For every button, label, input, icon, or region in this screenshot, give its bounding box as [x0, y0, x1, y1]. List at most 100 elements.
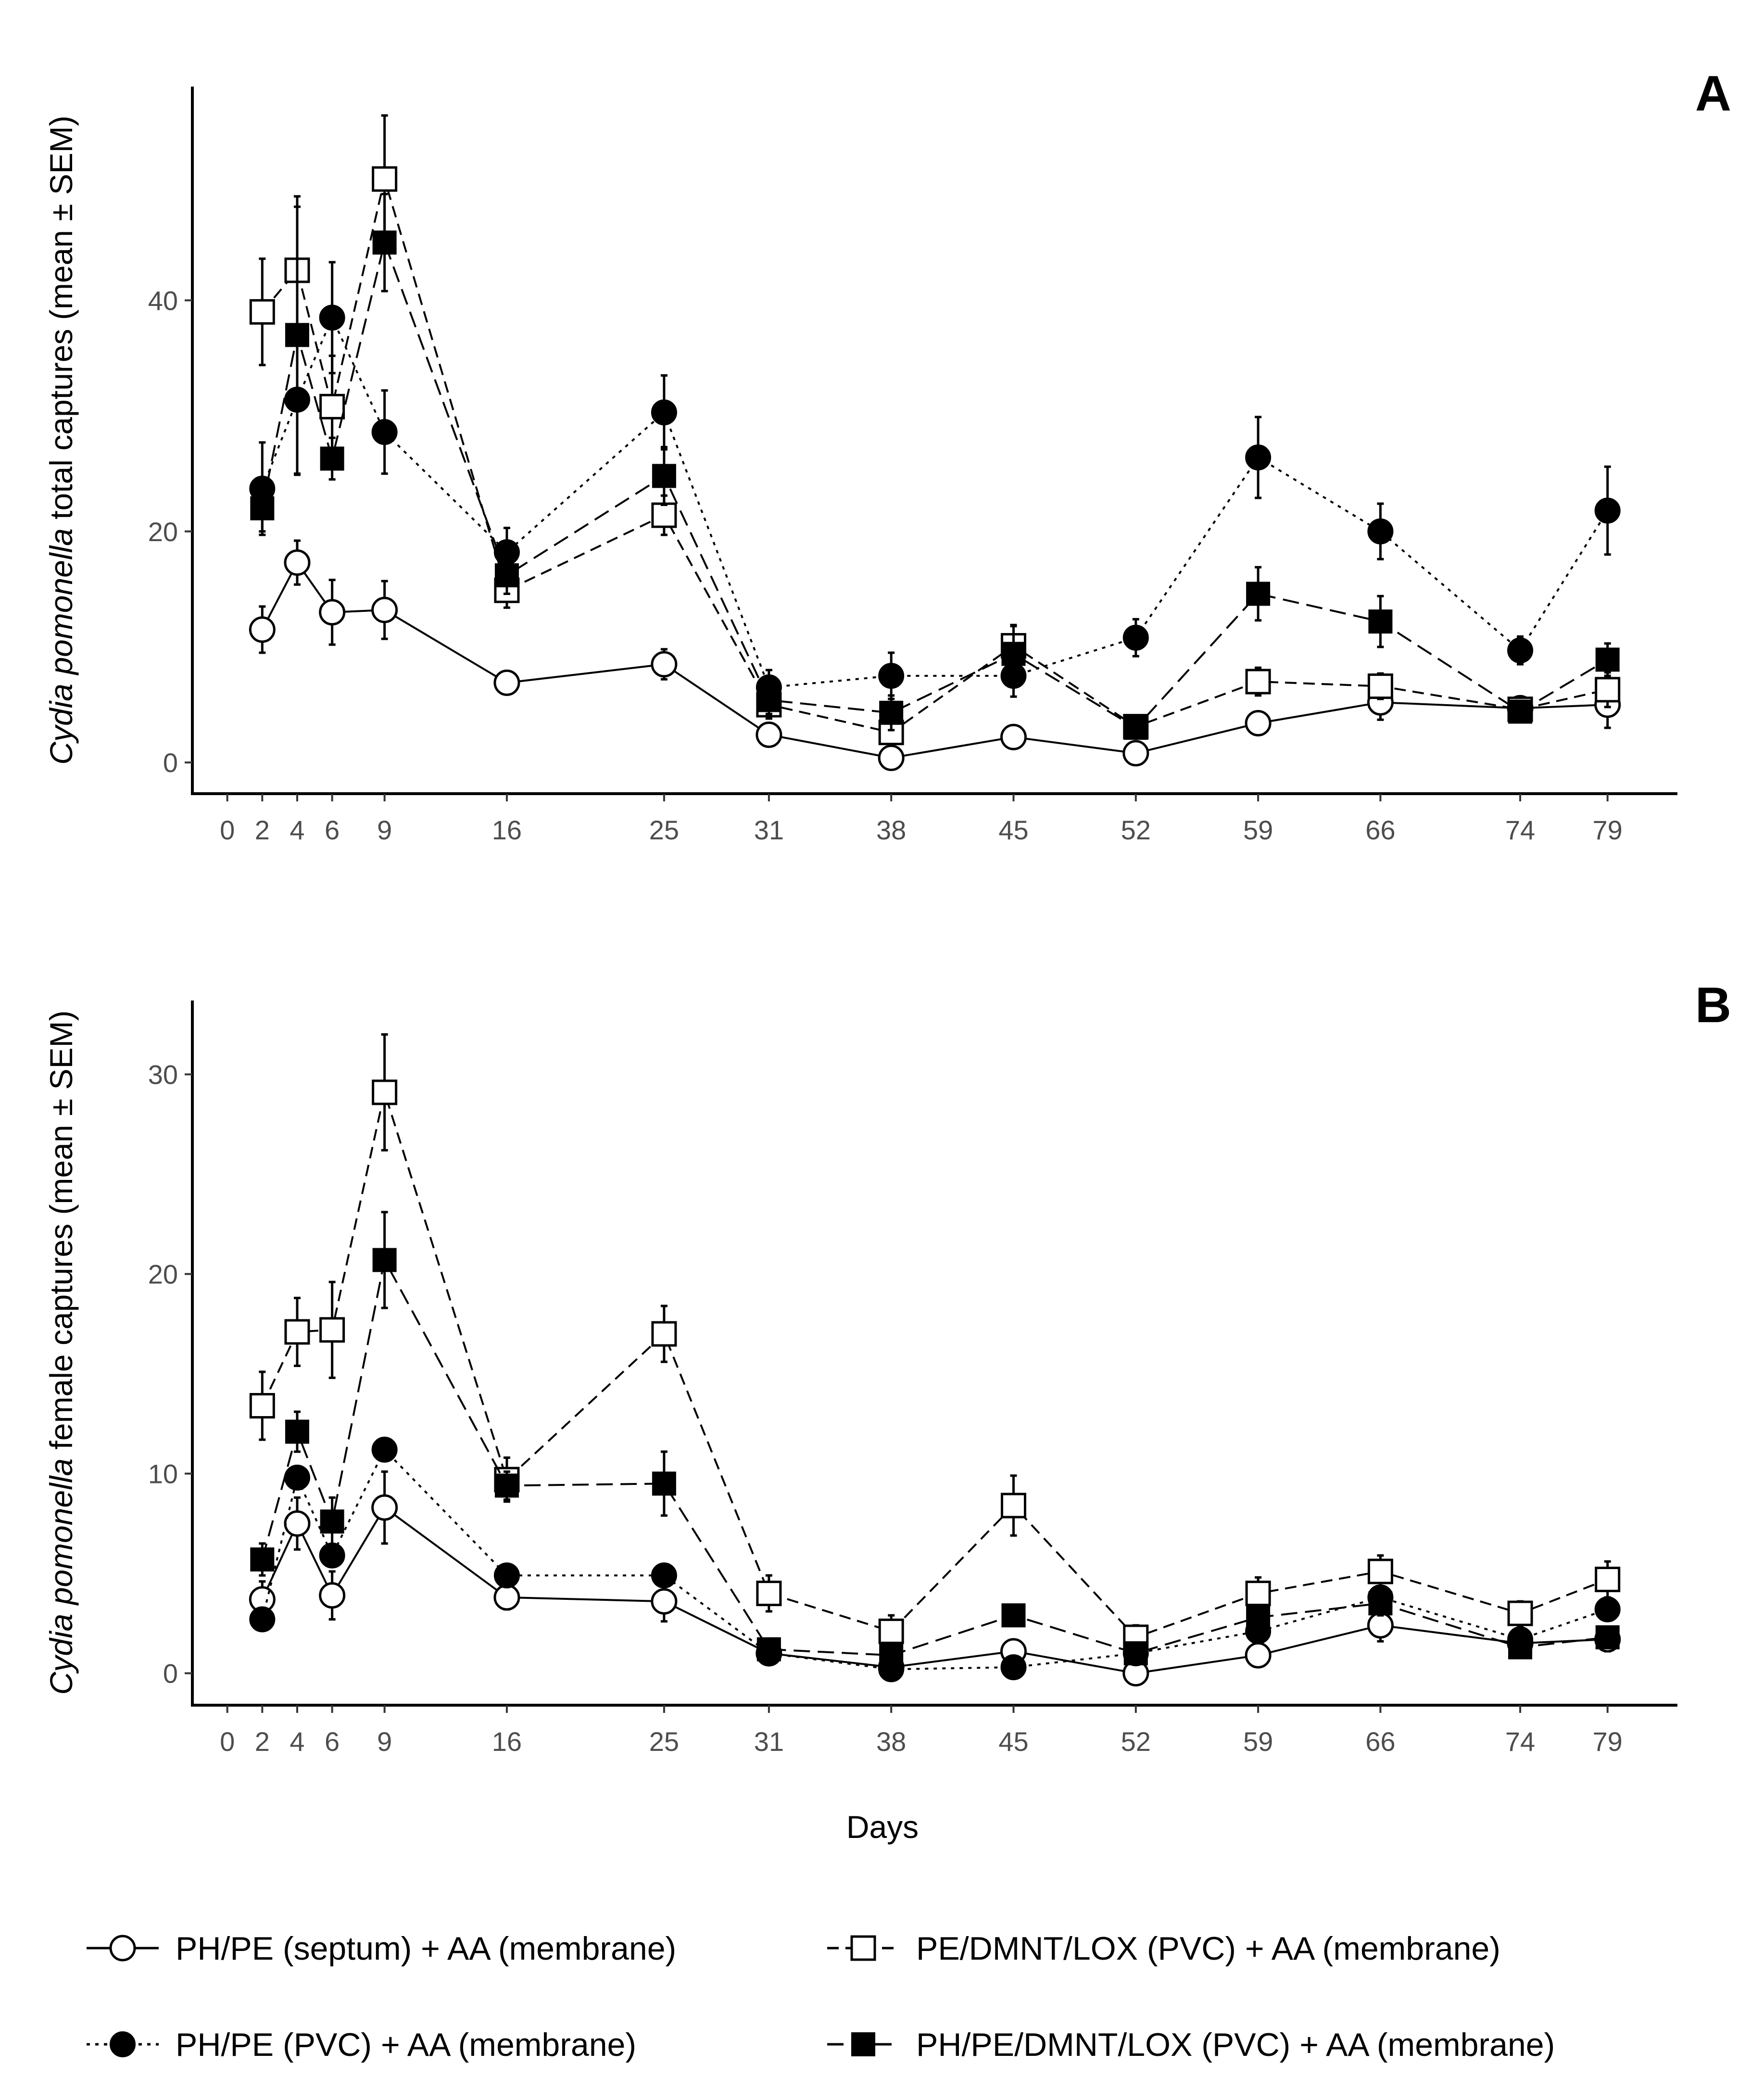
data-point	[1246, 1605, 1271, 1630]
data-point	[879, 700, 904, 725]
x-tick-label: 38	[876, 1726, 906, 1757]
data-point	[1595, 1625, 1620, 1649]
series-line	[261, 1506, 1608, 1674]
x-tick-label: 25	[649, 815, 679, 845]
data-point	[319, 1542, 345, 1569]
series-line	[261, 1257, 1608, 1657]
data-point	[284, 549, 311, 576]
legend-marker	[109, 1935, 136, 1962]
y-tick-label: 0	[163, 1659, 178, 1689]
data-point	[756, 1581, 782, 1607]
x-tick-label: 52	[1121, 1726, 1151, 1757]
data-point	[1367, 518, 1394, 545]
x-tick-label: 52	[1121, 815, 1151, 845]
legend-item-s4: PH/PE/DMNT/LOX (PVC) + AA (membrane)	[827, 2027, 1555, 2063]
data-point	[1508, 699, 1533, 724]
data-point	[285, 323, 309, 347]
y-axis-title-species: Cydia pomonella	[43, 1458, 79, 1695]
data-point	[494, 1473, 519, 1498]
data-point	[249, 299, 275, 325]
data-point	[1245, 1642, 1272, 1669]
data-point	[319, 599, 346, 626]
y-axis-title-species: Cydia pomonella	[43, 528, 79, 765]
x-tick-label: 45	[998, 1726, 1028, 1757]
data-point	[284, 1464, 310, 1491]
data-point	[493, 669, 520, 696]
x-tick-label: 59	[1243, 1726, 1273, 1757]
data-point	[1368, 609, 1393, 634]
data-point	[879, 1643, 904, 1668]
x-axis-title: Days	[846, 1809, 919, 1845]
data-point	[371, 596, 398, 623]
x-tick-label: 79	[1593, 815, 1623, 845]
data-point	[494, 563, 519, 588]
series-s4	[250, 1211, 1620, 1668]
data-point	[1122, 624, 1149, 651]
data-point	[1000, 1493, 1026, 1519]
data-point	[1595, 647, 1620, 672]
y-axis-title-unit: total captures (mean ± SEM)	[43, 115, 79, 528]
data-point	[1368, 1591, 1393, 1616]
data-point	[651, 502, 677, 528]
data-point	[1245, 669, 1271, 695]
y-tick-label: 10	[148, 1459, 178, 1489]
data-point	[319, 393, 345, 419]
data-point	[1595, 1567, 1621, 1593]
data-point	[284, 1319, 310, 1345]
data-point	[372, 230, 397, 255]
data-point	[249, 616, 276, 643]
legend-marker	[850, 1935, 876, 1961]
y-axis-title: Cydia pomonella female captures (mean ± …	[43, 1011, 79, 1695]
data-point	[250, 1547, 275, 1572]
data-point	[371, 1494, 398, 1521]
legend-item-s3: PE/DMNT/LOX (PVC) + AA (membrane)	[827, 1930, 1500, 1967]
data-point	[651, 399, 677, 426]
data-point	[250, 496, 275, 520]
x-tick-label: 4	[290, 815, 304, 845]
data-point	[320, 446, 344, 471]
data-point	[1001, 642, 1026, 666]
data-point	[1507, 1600, 1533, 1626]
x-tick-label: 9	[377, 815, 392, 845]
series-line	[261, 239, 1608, 729]
data-point	[493, 1562, 520, 1589]
y-axis-title-unit: female captures (mean ± SEM)	[43, 1011, 79, 1458]
data-point	[319, 1317, 345, 1343]
data-point	[284, 1510, 311, 1537]
legend-marker	[110, 2031, 136, 2057]
data-point	[1001, 1603, 1026, 1628]
panel-letter: A	[1695, 66, 1731, 122]
data-point	[756, 722, 782, 748]
data-point	[652, 1471, 676, 1496]
y-tick-label: 40	[148, 285, 178, 316]
data-point	[319, 304, 345, 331]
data-point	[1367, 1612, 1394, 1639]
x-tick-label: 66	[1365, 1726, 1395, 1757]
data-point	[1245, 444, 1272, 471]
x-tick-label: 4	[290, 1726, 304, 1757]
x-tick-label: 0	[220, 815, 235, 845]
series-line	[261, 175, 1608, 734]
data-point	[756, 1637, 781, 1661]
data-point	[493, 1584, 520, 1611]
data-point	[756, 688, 781, 712]
legend-label: PH/PE (septum) + AA (membrane)	[176, 1930, 676, 1967]
legend-item-s1: PH/PE (septum) + AA (membrane)	[87, 1930, 676, 1967]
data-point	[372, 166, 398, 192]
data-point	[249, 1606, 276, 1633]
data-point	[1508, 1635, 1533, 1659]
data-point	[1367, 1558, 1393, 1584]
data-point	[878, 1618, 904, 1644]
data-point	[372, 1079, 398, 1105]
data-point	[1594, 1596, 1621, 1622]
legend-label: PH/PE (PVC) + AA (membrane)	[176, 2027, 636, 2063]
data-point	[371, 419, 398, 445]
data-point	[1245, 709, 1272, 736]
data-point	[651, 1321, 677, 1347]
data-point	[1000, 1654, 1027, 1681]
x-tick-label: 31	[754, 815, 784, 845]
data-point	[651, 1562, 677, 1589]
data-point	[1595, 677, 1621, 703]
